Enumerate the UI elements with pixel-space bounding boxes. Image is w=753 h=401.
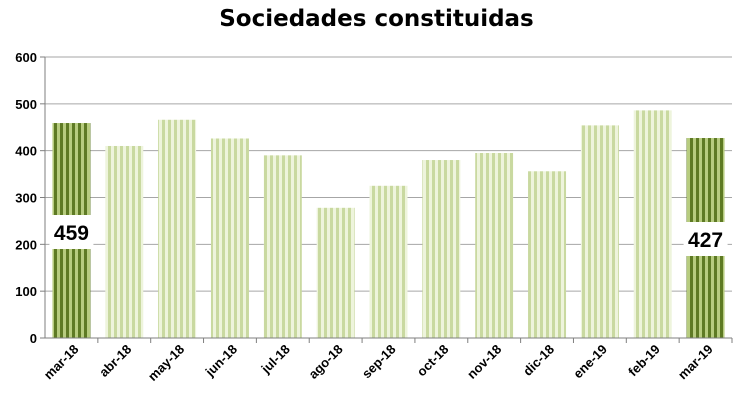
bars	[52, 110, 725, 338]
y-tick-label: 400	[15, 144, 37, 159]
data-label: 427	[688, 229, 723, 252]
x-tick-label: sep-18	[359, 342, 399, 382]
bar-ago-18	[316, 207, 355, 338]
y-tick-label: 100	[15, 284, 37, 299]
bar-jul-18	[263, 155, 302, 338]
x-tick-label: abr-18	[96, 342, 134, 380]
y-tick-label: 200	[15, 237, 37, 252]
data-label: 459	[54, 222, 89, 245]
x-tick-label: nov-18	[464, 342, 504, 382]
chart-title: Sociedades constituidas	[219, 6, 534, 32]
x-tick-label: jul-18	[258, 342, 293, 377]
y-tick-label: 0	[30, 331, 37, 346]
labels: 459 427	[49, 215, 728, 256]
bar-oct-18	[422, 160, 461, 338]
bar-jun-18	[210, 138, 249, 338]
x-tick-label: ago-18	[306, 342, 346, 382]
bar-ene-19	[580, 125, 619, 338]
x-tick-label: ene-19	[570, 342, 610, 382]
x-tick-label: mar-19	[675, 342, 716, 383]
x-tick-label: feb-19	[625, 342, 663, 380]
x-tick-label: jun-18	[202, 342, 240, 380]
y-tick-label: 500	[15, 97, 37, 112]
x-tick-label: may-18	[145, 342, 187, 384]
bar-dic-18	[528, 171, 567, 338]
bar-feb-19	[633, 110, 672, 338]
data-label-box	[49, 215, 94, 249]
x-tick-label: mar-18	[41, 342, 82, 383]
y-tick-label: 600	[15, 50, 37, 65]
bar-abr-18	[105, 145, 144, 338]
bar-sep-18	[369, 185, 408, 338]
y-tick-label: 300	[15, 191, 37, 206]
x-tick-label: oct-18	[414, 342, 452, 380]
x-tick-label: dic-18	[520, 342, 557, 379]
bar-nov-18	[475, 153, 514, 338]
data-label-box	[683, 222, 728, 256]
bar-may-18	[158, 119, 197, 338]
